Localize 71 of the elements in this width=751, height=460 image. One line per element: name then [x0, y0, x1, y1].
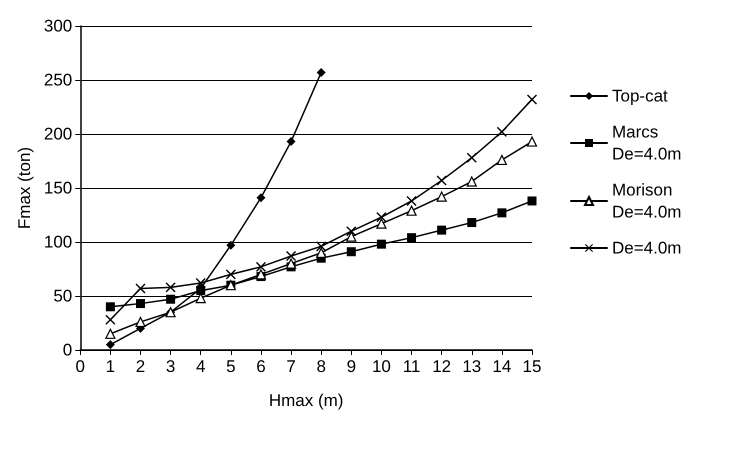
point — [106, 302, 115, 312]
point — [528, 196, 536, 206]
point — [105, 328, 116, 339]
point — [346, 232, 356, 242]
point — [166, 282, 176, 292]
x-tick-label: 11 — [402, 357, 420, 376]
legend-label: Marcs De=4.0m — [612, 122, 682, 164]
x-tick-label: 5 — [226, 357, 236, 376]
legend-label: Top-cat — [612, 86, 668, 106]
legend-label: Morison De=4.0m — [612, 180, 682, 222]
point — [496, 154, 507, 166]
point — [346, 247, 356, 256]
x-tick-label: 8 — [316, 357, 326, 376]
point — [527, 94, 537, 104]
x-tick-label: 4 — [196, 357, 206, 376]
y-tick-label: 200 — [44, 124, 72, 144]
point — [406, 206, 417, 216]
y-tick-label: 0 — [62, 340, 72, 360]
point — [105, 314, 116, 325]
point — [467, 218, 476, 228]
x-tick-label: 0 — [76, 357, 85, 376]
point — [286, 137, 296, 146]
x-tick-label: 3 — [166, 357, 176, 376]
point — [407, 233, 416, 242]
point — [376, 240, 386, 249]
point — [196, 278, 206, 288]
point — [466, 176, 477, 187]
point — [316, 68, 326, 77]
point — [497, 208, 506, 218]
x-axis-title: Hmax (m) — [268, 391, 344, 410]
point — [256, 262, 266, 272]
point — [135, 283, 146, 294]
x-tick-label: 6 — [256, 357, 266, 376]
x-tick-label: 14 — [492, 357, 512, 376]
point — [286, 258, 296, 269]
point — [256, 193, 266, 202]
point — [376, 212, 386, 222]
point — [437, 226, 446, 235]
x-tick-label: 10 — [372, 357, 391, 376]
x-tick-label: 15 — [522, 357, 542, 376]
y-tick-label: 150 — [44, 178, 72, 198]
point — [406, 196, 417, 206]
point — [286, 251, 296, 262]
point — [136, 299, 145, 308]
legend-label: De=4.0m — [612, 238, 682, 258]
point — [226, 269, 236, 280]
point — [106, 340, 115, 350]
y-tick-label: 100 — [44, 232, 72, 252]
point — [316, 241, 326, 252]
y-axis-title: Fmax (ton) — [15, 146, 34, 230]
x-tick-label: 1 — [106, 357, 116, 376]
point — [166, 294, 176, 304]
point — [436, 192, 447, 202]
y-tick-label: 300 — [44, 16, 72, 36]
point — [376, 218, 387, 229]
point — [226, 240, 236, 250]
point — [256, 269, 266, 280]
y-tick-label: 250 — [44, 70, 72, 90]
x-tick-label: 9 — [346, 357, 356, 376]
point — [466, 152, 477, 163]
point — [346, 226, 356, 236]
x-tick-label: 2 — [136, 357, 146, 376]
y-tick-label: 50 — [53, 286, 72, 306]
x-tick-label: 13 — [462, 357, 482, 376]
x-tick-label: 7 — [286, 357, 296, 376]
point — [316, 248, 326, 258]
x-tick-label: 12 — [432, 357, 452, 376]
point — [526, 136, 538, 147]
point — [496, 126, 507, 137]
point — [135, 316, 146, 328]
point — [436, 175, 447, 186]
